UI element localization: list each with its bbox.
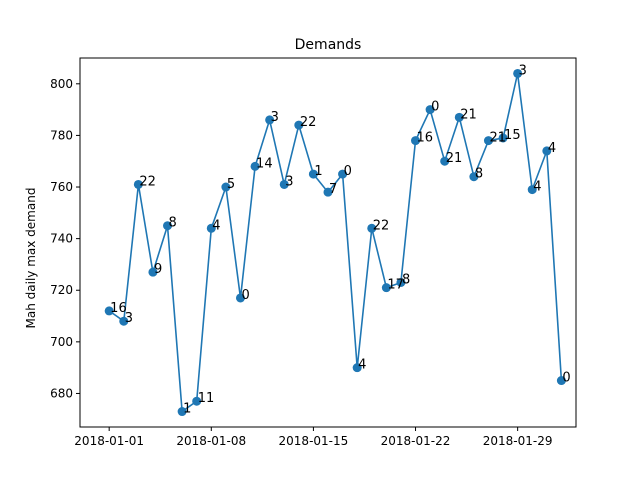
- data-label: 16: [110, 301, 127, 316]
- data-point: [483, 136, 493, 146]
- data-point: [396, 277, 406, 287]
- data-point: [338, 169, 348, 179]
- data-label: 3: [271, 110, 279, 125]
- data-point: [469, 172, 479, 182]
- data-point: [411, 136, 421, 146]
- x-tick-label: 2018-01-22: [381, 434, 451, 448]
- data-point: [440, 156, 450, 166]
- data-point: [148, 267, 158, 277]
- y-tick-label: 740: [50, 232, 73, 246]
- data-point: [308, 169, 318, 179]
- y-tick-label: 700: [50, 335, 73, 349]
- data-point: [425, 105, 435, 115]
- y-axis: 680 700 720 740 760 780 800: [50, 77, 80, 400]
- data-point: [294, 120, 304, 130]
- data-label: 5: [227, 177, 235, 192]
- data-point: [527, 185, 537, 195]
- data-point: [104, 306, 114, 316]
- data-label: 3: [125, 311, 133, 326]
- x-tick-label: 2018-01-15: [279, 434, 349, 448]
- y-tick-label: 720: [50, 283, 73, 297]
- data-label: 0: [431, 100, 439, 115]
- y-tick-label: 680: [50, 386, 73, 400]
- data-points: [104, 68, 566, 417]
- data-point: [250, 161, 260, 171]
- data-point: [133, 179, 143, 189]
- x-axis: 2018-01-01 2018-01-08 2018-01-15 2018-01-22…: [74, 427, 553, 448]
- y-tick-label: 800: [50, 77, 73, 91]
- data-point: [498, 133, 508, 143]
- data-label: 9: [154, 262, 162, 277]
- x-tick-label: 2018-01-01: [74, 434, 144, 448]
- data-label: 1: [183, 402, 191, 417]
- data-label: 0: [241, 288, 249, 303]
- data-point: [206, 223, 216, 233]
- data-labels: 1632298111450143322170422178160212182115…: [110, 63, 571, 416]
- data-point: [513, 68, 523, 78]
- data-point: [192, 396, 202, 406]
- data-label: 22: [300, 115, 317, 130]
- data-label: 0: [562, 371, 570, 386]
- x-tick-label: 2018-01-08: [176, 434, 246, 448]
- data-point: [235, 293, 245, 303]
- data-label: 11: [198, 391, 215, 406]
- data-point: [163, 221, 173, 231]
- data-label: 16: [417, 131, 434, 146]
- y-axis-label: Mah daily max demand: [24, 188, 38, 329]
- data-point: [367, 223, 377, 233]
- data-point: [556, 376, 566, 386]
- data-label: 3: [519, 63, 527, 78]
- data-label: 21: [460, 107, 477, 122]
- y-tick-label: 780: [50, 128, 73, 142]
- data-point: [265, 115, 275, 125]
- x-tick-label: 2018-01-29: [483, 434, 553, 448]
- data-label: 22: [139, 174, 156, 189]
- data-label: 17: [387, 278, 404, 293]
- data-point: [352, 363, 362, 373]
- data-point: [119, 316, 129, 326]
- data-label: 3: [285, 174, 293, 189]
- chart-title: Demands: [295, 37, 362, 53]
- data-point: [454, 112, 464, 122]
- data-label: 8: [169, 216, 177, 231]
- plot-frame: [79, 57, 577, 428]
- data-label: 4: [533, 180, 541, 195]
- data-label: 22: [373, 218, 390, 233]
- y-tick-label: 760: [50, 180, 73, 194]
- data-point: [381, 283, 391, 293]
- data-label: 21: [489, 131, 506, 146]
- data-point: [221, 182, 231, 192]
- data-label: 4: [548, 141, 556, 156]
- data-label: 0: [344, 164, 352, 179]
- data-point: [542, 146, 552, 156]
- data-label: 4: [212, 218, 220, 233]
- data-label: 21: [446, 151, 463, 166]
- data-label: 7: [329, 182, 337, 197]
- data-label: 14: [256, 156, 273, 171]
- data-point: [279, 179, 289, 189]
- data-point: [177, 407, 187, 417]
- data-label: 8: [475, 167, 483, 182]
- data-point: [323, 187, 333, 197]
- data-label: 8: [402, 272, 410, 287]
- data-label: 1: [314, 164, 322, 179]
- data-label: 15: [504, 128, 521, 143]
- data-label: 4: [358, 358, 366, 373]
